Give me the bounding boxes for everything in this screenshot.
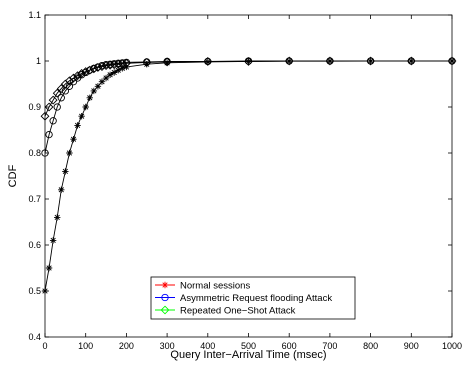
star-marker [78,113,85,120]
circle-marker [114,59,122,67]
star-marker [102,74,110,82]
diamond-marker [284,56,294,66]
star-marker [286,58,293,65]
star-marker [408,57,415,65]
circle-marker [106,60,114,68]
star-marker [204,58,211,66]
legend-label: Asymmetric Request flooding Attack [180,293,332,304]
circle-marker [94,63,102,71]
star-marker [98,78,106,85]
y-axis-title: CDF [7,164,19,187]
y-tick-label: 1.1 [28,10,41,20]
y-tick-label: 0.9 [28,102,41,112]
y-tick-label: 1 [36,56,41,66]
x-tick-label: 300 [160,341,175,351]
x-tick-label: 200 [119,341,134,351]
star-marker [106,71,114,78]
star-marker [66,149,73,157]
circle-marker [53,103,61,111]
y-tick-label: 0.6 [28,240,41,250]
star-marker [54,214,61,221]
x-axis-title: Query Inter−Arrival Time (msec) [170,349,326,361]
legend-label: Normal sessions [180,280,250,291]
diamond-marker [77,68,87,78]
circle-marker [86,66,94,74]
circle-marker [77,71,86,79]
star-marker [49,237,57,244]
star-marker [94,83,102,90]
star-marker [143,61,150,68]
star-marker [74,122,81,129]
star-marker [70,136,77,143]
star-marker [82,103,89,111]
axes: 0 100 200 300 400 500 600 700 800 900 1000 0.4 0.5 0.… [28,10,462,351]
x-tick-label: 1000 [442,341,462,351]
x-tick-label: 900 [404,341,419,351]
circle-marker [69,78,78,86]
legend-box [150,276,356,320]
diamond-marker [48,95,58,105]
circle-marker [65,82,74,90]
y-tick-label: 0.7 [28,194,41,204]
circle-marker [57,94,65,102]
circle-marker [102,61,110,69]
star-marker [119,65,126,72]
legend-circle-marker [161,293,169,302]
circle-marker [98,61,106,70]
star-marker [123,63,130,71]
x-tick-label: 700 [322,341,337,351]
circle-marker [82,68,90,77]
y-tick-label: 0.5 [28,286,41,296]
star-marker [90,87,98,95]
x-tick-label: 400 [200,341,215,351]
star-marker [367,57,374,65]
legend-diamond-marker [160,305,170,315]
circle-marker [90,64,98,73]
y-tick-label: 0.8 [28,148,41,158]
diamond-marker [56,84,66,94]
legend-star-marker [161,281,169,289]
star-marker [110,69,118,76]
legend: Normal sessions Asymmetric Request floodi… [150,276,356,320]
diamond-marker [44,102,54,112]
diamond-marker [64,76,74,86]
star-marker [163,59,171,67]
star-marker [326,57,334,65]
star-marker [86,94,93,101]
star-marker [245,58,252,65]
diamond-marker [325,56,335,66]
circle-marker [61,87,69,95]
x-tick-label: 800 [363,341,378,351]
y-tick-label: 0.4 [28,332,41,342]
x-tick-label: 600 [282,341,297,351]
diamond-marker [73,71,82,81]
circle-marker [49,117,57,125]
circle-marker [45,130,53,139]
legend-label: Repeated One−Shot Attack [180,305,296,316]
x-tick-label: 0 [42,341,47,351]
x-tick-label: 100 [78,341,93,351]
star-marker [58,186,65,193]
diamond-marker [244,57,253,66]
diamond-marker [203,57,213,66]
star-marker [115,67,122,74]
diamond-marker [52,88,62,98]
diamond-marker [406,56,416,66]
star-marker [45,264,53,272]
x-tick-label: 500 [241,341,256,351]
diamond-marker [366,56,376,66]
circle-marker [110,60,118,68]
star-marker [62,168,69,175]
